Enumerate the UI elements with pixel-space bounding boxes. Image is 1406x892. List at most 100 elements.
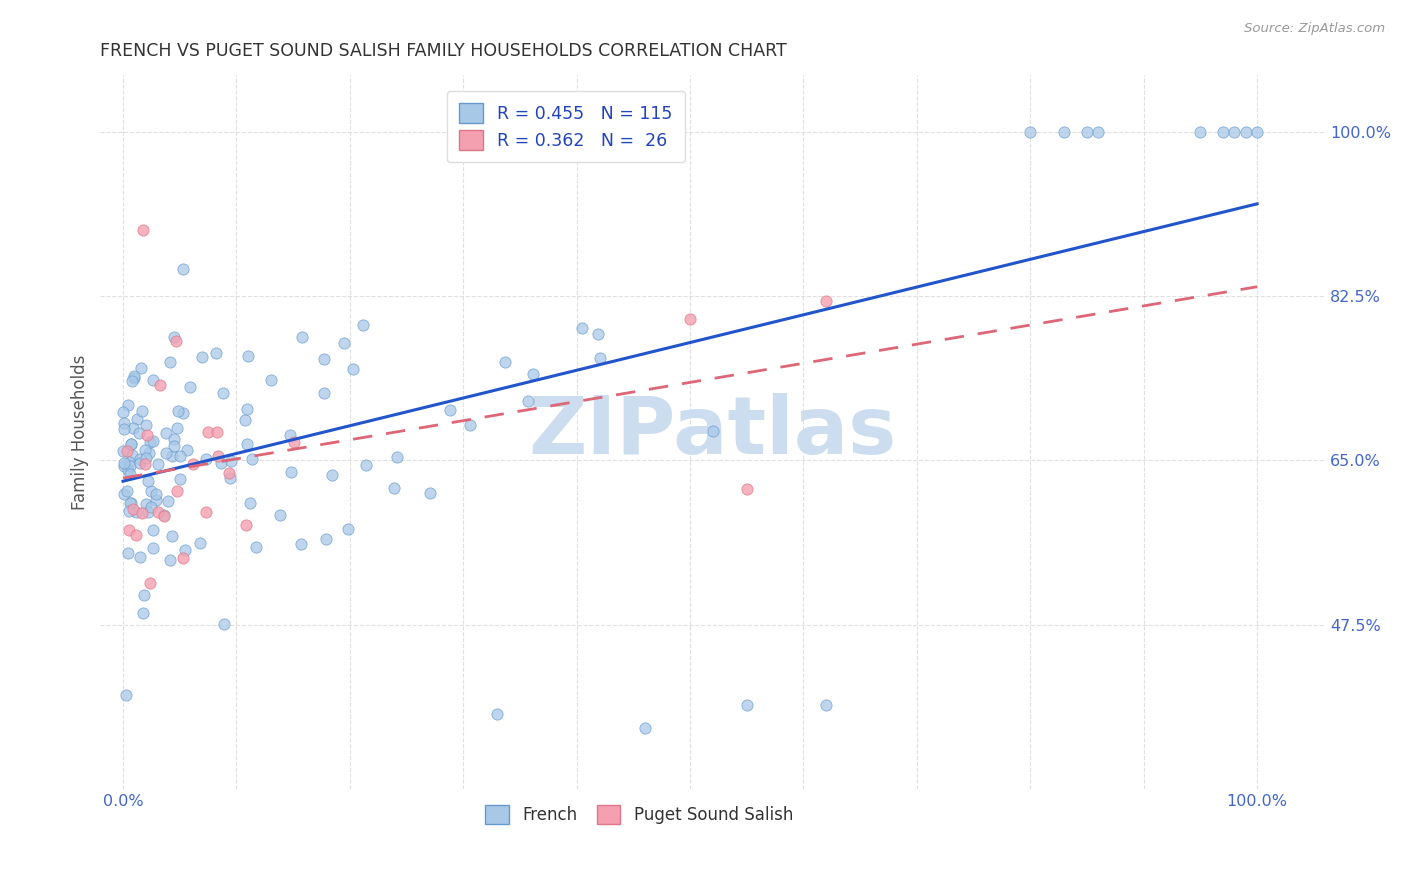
Point bbox=[176, 443, 198, 458]
Point bbox=[214, 617, 236, 632]
Point bbox=[162, 528, 184, 542]
Point bbox=[165, 334, 187, 348]
Point bbox=[172, 551, 194, 566]
Point bbox=[1019, 125, 1042, 139]
Point bbox=[291, 330, 314, 344]
Point bbox=[121, 448, 143, 462]
Point bbox=[218, 467, 240, 481]
Point bbox=[1234, 125, 1257, 139]
Point bbox=[235, 518, 257, 533]
Point bbox=[290, 537, 312, 551]
Text: FRENCH VS PUGET SOUND SALISH FAMILY HOUSEHOLDS CORRELATION CHART: FRENCH VS PUGET SOUND SALISH FAMILY HOUS… bbox=[100, 42, 787, 60]
Point bbox=[117, 463, 139, 477]
Point bbox=[236, 349, 259, 363]
Point bbox=[634, 721, 657, 735]
Point bbox=[181, 457, 204, 471]
Point bbox=[679, 312, 702, 326]
Point bbox=[1212, 125, 1234, 139]
Point bbox=[418, 486, 440, 500]
Point bbox=[236, 437, 259, 451]
Point bbox=[120, 496, 142, 510]
Point bbox=[188, 536, 211, 550]
Point bbox=[166, 484, 188, 499]
Point bbox=[132, 607, 155, 621]
Point bbox=[194, 451, 217, 466]
Point bbox=[135, 418, 157, 433]
Point bbox=[129, 456, 152, 470]
Point bbox=[245, 540, 267, 554]
Point bbox=[191, 350, 214, 364]
Point bbox=[131, 506, 153, 520]
Point bbox=[382, 481, 405, 495]
Point bbox=[115, 689, 138, 703]
Point bbox=[118, 496, 141, 510]
Point bbox=[458, 417, 481, 432]
Point bbox=[233, 413, 256, 427]
Point bbox=[354, 458, 377, 472]
Point bbox=[207, 450, 229, 464]
Point bbox=[283, 434, 305, 449]
Point bbox=[122, 421, 145, 435]
Point bbox=[702, 424, 724, 438]
Point bbox=[156, 493, 179, 508]
Point bbox=[139, 484, 162, 499]
Point bbox=[112, 422, 135, 436]
Point bbox=[134, 443, 156, 458]
Point bbox=[149, 378, 172, 392]
Point bbox=[205, 346, 228, 360]
Point bbox=[1246, 125, 1268, 139]
Y-axis label: Family Households: Family Households bbox=[72, 354, 89, 510]
Point bbox=[588, 326, 610, 341]
Point bbox=[122, 371, 145, 385]
Point bbox=[125, 528, 148, 542]
Point bbox=[571, 320, 593, 334]
Point bbox=[352, 318, 374, 333]
Point bbox=[131, 404, 153, 418]
Point bbox=[212, 386, 235, 401]
Point bbox=[239, 496, 262, 510]
Point bbox=[163, 433, 186, 447]
Point bbox=[342, 361, 364, 376]
Point bbox=[145, 486, 167, 500]
Point bbox=[124, 505, 146, 519]
Point bbox=[129, 361, 152, 376]
Point bbox=[152, 508, 174, 522]
Point bbox=[163, 330, 186, 344]
Point bbox=[148, 458, 170, 472]
Point bbox=[117, 546, 139, 560]
Point bbox=[315, 533, 337, 547]
Point bbox=[120, 437, 142, 451]
Point bbox=[122, 502, 145, 516]
Point bbox=[135, 450, 157, 465]
Point bbox=[240, 451, 263, 466]
Point bbox=[142, 541, 165, 556]
Point bbox=[169, 450, 191, 464]
Point bbox=[218, 471, 240, 485]
Point bbox=[589, 351, 612, 365]
Point bbox=[486, 707, 509, 722]
Point bbox=[118, 455, 141, 469]
Point bbox=[735, 482, 758, 496]
Point bbox=[516, 393, 538, 408]
Point bbox=[112, 405, 135, 419]
Text: Source: ZipAtlas.com: Source: ZipAtlas.com bbox=[1244, 22, 1385, 36]
Point bbox=[146, 504, 169, 518]
Point bbox=[128, 549, 150, 564]
Point bbox=[125, 412, 148, 426]
Point bbox=[172, 261, 194, 276]
Point bbox=[118, 504, 141, 518]
Point bbox=[121, 374, 143, 388]
Point bbox=[314, 385, 336, 400]
Point bbox=[522, 367, 544, 381]
Point bbox=[172, 406, 194, 420]
Point bbox=[155, 425, 177, 440]
Point bbox=[117, 398, 139, 412]
Point bbox=[159, 553, 181, 567]
Point bbox=[142, 374, 165, 388]
Point bbox=[118, 467, 141, 481]
Point bbox=[162, 450, 184, 464]
Point bbox=[138, 475, 160, 489]
Point bbox=[135, 497, 157, 511]
Point bbox=[280, 466, 302, 480]
Point bbox=[142, 523, 165, 537]
